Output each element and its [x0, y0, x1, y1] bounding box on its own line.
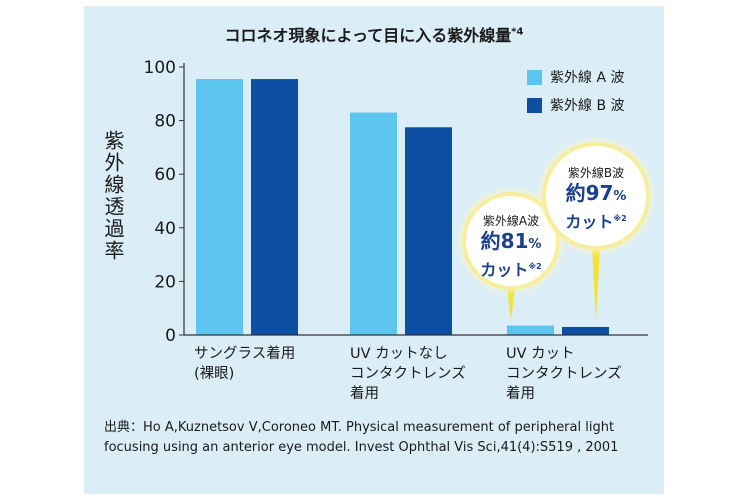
- bubble-pointer-uvb: [592, 248, 600, 322]
- category-label-sunglasses: サングラス着用 (裸眼): [194, 344, 295, 384]
- source-citation: 出典：Ho A,Kuznetsov V,Coroneo MT. Physical…: [104, 420, 619, 455]
- bubble-value: 約81%: [480, 229, 542, 253]
- bar-uva-1: [350, 112, 397, 335]
- legend-label-uva: 紫外線 A 波: [550, 70, 625, 86]
- chart-title-note: *4: [511, 26, 524, 38]
- legend-swatch-uva: [527, 69, 542, 85]
- category-line: (裸眼): [194, 366, 235, 382]
- bar-uva-2: [507, 325, 554, 335]
- category-label-no-uv-lens: UV カットなし コンタクトレンズ 着用: [350, 344, 466, 404]
- bubble-title: 紫外線B波: [567, 166, 625, 180]
- bubble-pointer-uva: [507, 288, 515, 320]
- bubble-cut: カット※2: [565, 212, 627, 232]
- y-tick-label: 0: [165, 326, 176, 346]
- y-tick-label: 100: [144, 58, 176, 78]
- y-tick-label: 80: [154, 112, 176, 132]
- category-line: コンタクトレンズ: [506, 366, 622, 382]
- category-label-uv-lens: UV カット コンタクトレンズ 着用: [506, 344, 622, 404]
- bar-uva-0: [196, 79, 243, 335]
- category-line: コンタクトレンズ: [350, 366, 466, 382]
- bar-uvb-0: [251, 79, 298, 335]
- legend-item-uvb: 紫外線 B 波: [527, 94, 625, 116]
- uva-cut-bubble: 紫外線A波 約81% カット※2: [466, 196, 556, 286]
- category-line: UV カット: [506, 346, 575, 362]
- uvb-cut-bubble: 紫外線B波 約97% カット※2: [546, 146, 646, 246]
- legend-label-uvb: 紫外線 B 波: [550, 98, 625, 114]
- y-tick-label: 60: [154, 165, 176, 185]
- legend-item-uva: 紫外線 A 波: [527, 66, 625, 88]
- category-line: 着用: [506, 386, 535, 402]
- y-axis-label: 紫外線透過率: [101, 130, 125, 262]
- legend: 紫外線 A 波 紫外線 B 波: [527, 66, 625, 122]
- bubble-title: 紫外線A波: [482, 214, 540, 228]
- category-line: 着用: [350, 386, 379, 402]
- category-line: UV カットなし: [350, 346, 448, 362]
- y-tick-label: 40: [154, 219, 176, 239]
- legend-swatch-uvb: [527, 97, 542, 113]
- y-tick-label: 20: [154, 272, 176, 292]
- bar-uvb-2: [562, 326, 609, 335]
- bar-uvb-1: [405, 127, 452, 335]
- bubble-value: 約97%: [565, 181, 627, 205]
- chart-title: コロネオ現象によって目に入る紫外線量*4: [224, 26, 524, 45]
- bubble-cut: カット※2: [480, 260, 542, 280]
- category-line: サングラス着用: [194, 346, 296, 362]
